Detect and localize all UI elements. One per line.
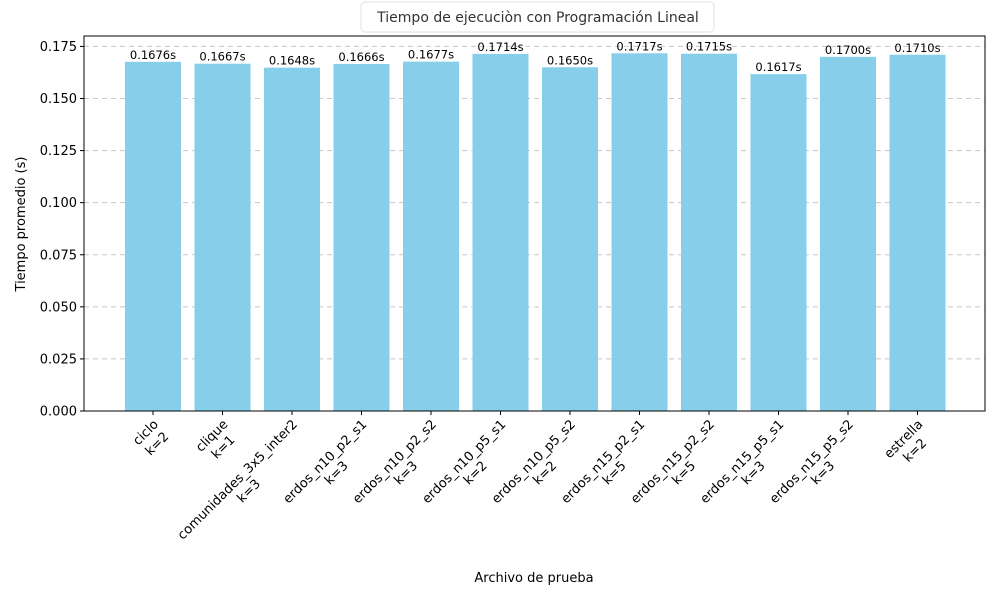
bar (403, 61, 459, 411)
bar-data-label: 0.1710s (894, 41, 940, 55)
bar-data-label: 0.1666s (338, 50, 384, 64)
bar (611, 53, 668, 412)
x-tick-label-name: comunidades_3x5_inter2 (175, 417, 301, 543)
bar-data-label: 0.1717s (616, 39, 662, 53)
y-tick-label: 0.025 (40, 352, 77, 367)
bar (750, 74, 807, 411)
bar-data-label: 0.1617s (755, 60, 801, 74)
bar (333, 63, 390, 412)
y-axis-label: Tiempo promedio (s) (14, 157, 29, 293)
chart-title: Tiempo de ejecuciòn con Programación Lin… (376, 10, 699, 26)
y-tick-label: 0.175 (40, 40, 77, 55)
bar-data-label: 0.1676s (130, 48, 176, 62)
bar-data-label: 0.1700s (825, 43, 871, 57)
bar-data-label: 0.1677s (408, 48, 454, 62)
bar (472, 53, 529, 412)
plot-frame (83, 35, 986, 412)
x-axis-label: Archivo de prueba (474, 571, 593, 586)
y-tick-label: 0.000 (40, 405, 77, 420)
y-tick-label: 0.150 (40, 92, 77, 107)
bar (125, 61, 181, 411)
bar (542, 67, 598, 411)
bar-data-label: 0.1667s (199, 50, 245, 64)
y-tick-label: 0.050 (40, 300, 77, 315)
bar-data-label: 0.1714s (477, 40, 523, 54)
bar (681, 53, 737, 411)
y-tick-label: 0.075 (40, 248, 77, 263)
data-labels-layer: 0.1676s 0.1667s 0.1648s 0.1666s 0.1677s 0.171… (130, 39, 941, 74)
chart-title-box (360, 1, 715, 33)
bars-layer (125, 53, 946, 412)
y-ticks-layer: 0.000 0.025 0.050 0.075 0.100 0.125 0.150 0.175 (40, 40, 84, 420)
bar-data-label: 0.1715s (686, 40, 732, 54)
bar-data-label: 0.1650s (547, 53, 593, 67)
bar (264, 67, 320, 412)
bar (820, 56, 876, 411)
y-tick-label: 0.100 (40, 196, 77, 211)
bar (889, 54, 946, 411)
bar-data-label: 0.1648s (269, 54, 315, 68)
y-tick-label: 0.125 (40, 144, 77, 159)
bar (194, 63, 251, 411)
